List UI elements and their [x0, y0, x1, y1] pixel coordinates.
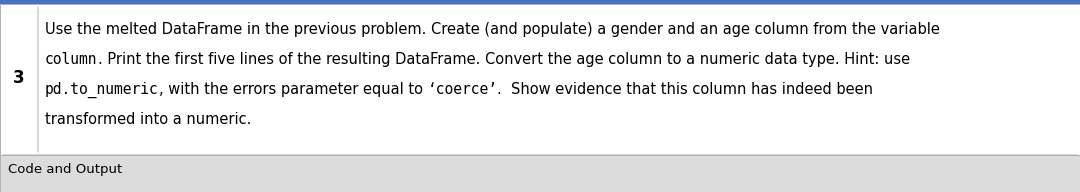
Text: . Print the first five lines of the resulting DataFrame. Convert the age column : . Print the first five lines of the resu…: [97, 52, 909, 67]
Text: transformed into a numeric.: transformed into a numeric.: [45, 112, 252, 127]
Text: Use the melted DataFrame in the previous problem. Create (and populate) a gender: Use the melted DataFrame in the previous…: [45, 22, 940, 37]
Text: column: column: [45, 52, 97, 67]
Text: 3: 3: [13, 69, 25, 87]
Text: .  Show evidence that this column has indeed been: . Show evidence that this column has ind…: [498, 82, 874, 97]
Text: , with the errors parameter equal to: , with the errors parameter equal to: [159, 82, 428, 97]
Text: Code and Output: Code and Output: [8, 163, 122, 176]
Text: pd.to_numeric: pd.to_numeric: [45, 82, 159, 98]
Text: ‘coerce’: ‘coerce’: [428, 82, 498, 97]
